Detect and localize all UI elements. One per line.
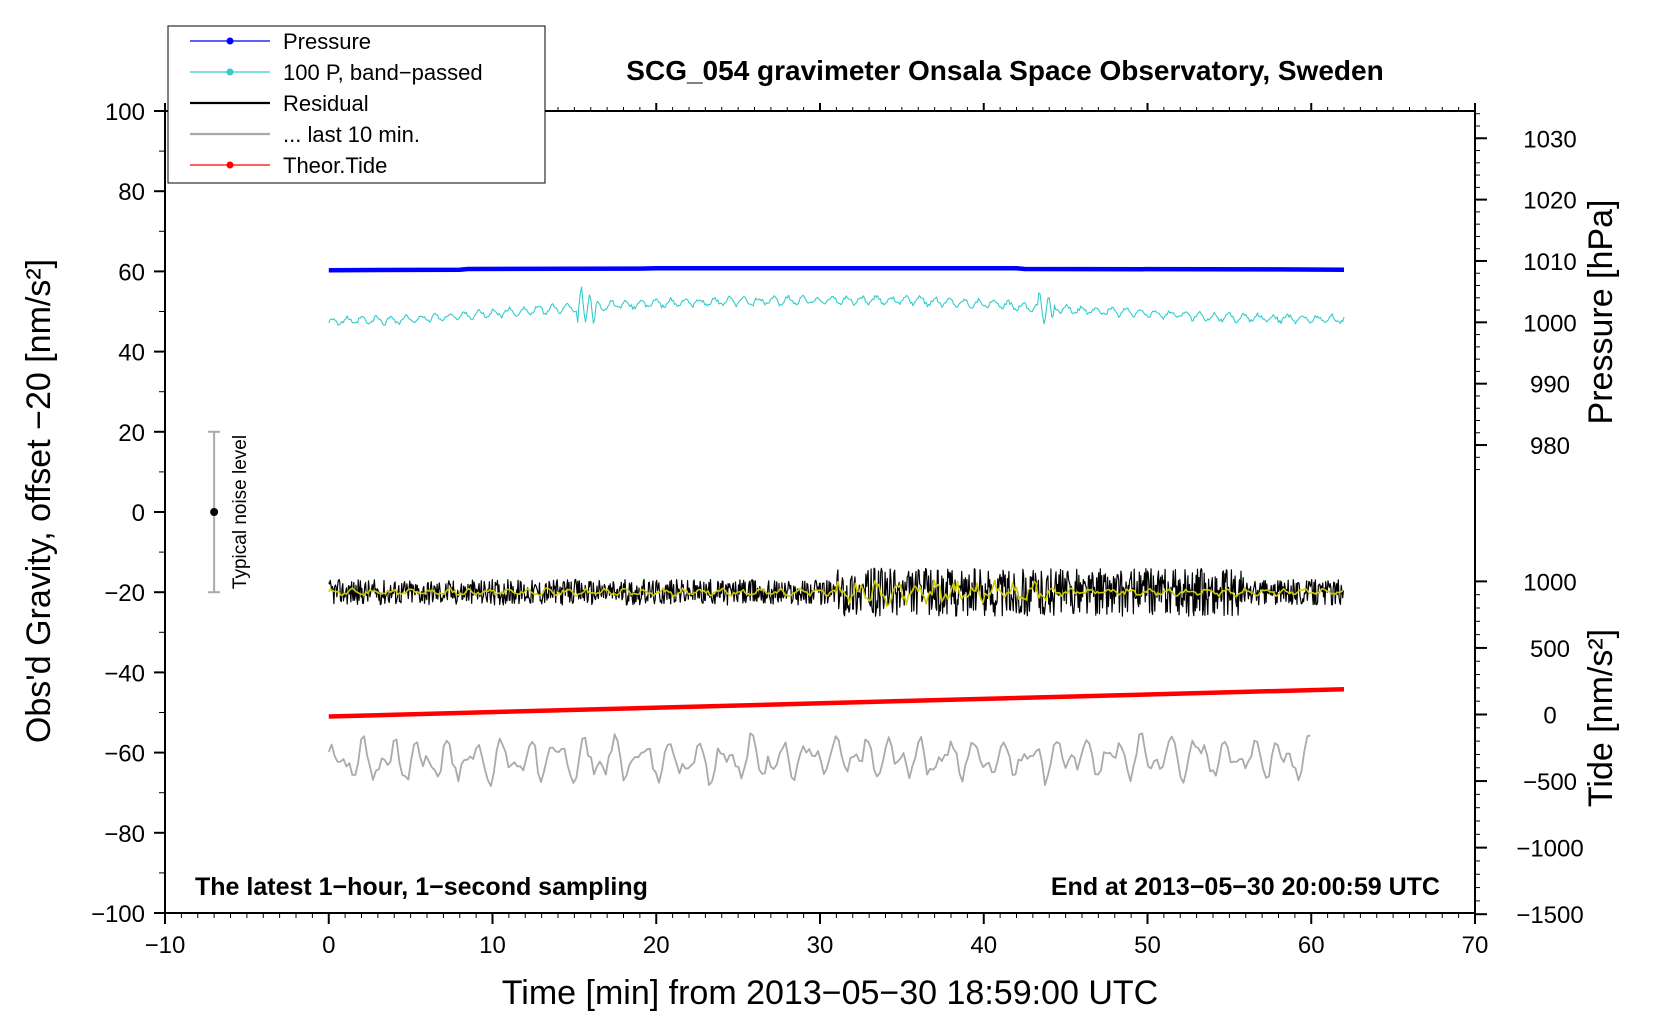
pressure-tick-label: 990 <box>1530 372 1570 399</box>
legend-label: Pressure <box>283 29 371 54</box>
tide-tick-label: 1000 <box>1523 569 1576 596</box>
tide-tick-label: 500 <box>1530 636 1570 663</box>
legend-swatch-marker <box>226 68 234 76</box>
end-time-annotation: End at 2013−05−30 20:00:59 UTC <box>1051 873 1440 901</box>
pressure-tick-label: 1020 <box>1523 188 1576 215</box>
legend-label: Residual <box>283 91 369 116</box>
x-tick-label: 60 <box>1298 932 1325 959</box>
x-tick-label: −10 <box>145 932 186 959</box>
tide-tick-label: −1000 <box>1516 836 1583 863</box>
x-tick-label: 70 <box>1462 932 1489 959</box>
tide-tick-label: −500 <box>1523 769 1577 796</box>
x-tick-label: 20 <box>643 932 670 959</box>
tide-tick-label: 0 <box>1543 703 1556 730</box>
tide-line <box>328 686 1345 719</box>
last-10-min-line <box>327 732 1311 787</box>
noise-bar-center-dot <box>210 508 219 516</box>
tick-layer: −10 0 10 20 30 40 50 60 70100806040200−20−40−60−… <box>91 99 1584 959</box>
x-tick-label: 10 <box>479 932 506 959</box>
legend-label: Theor.Tide <box>283 153 387 178</box>
legend-label: 100 P, band−passed <box>283 60 483 85</box>
series-layer <box>327 265 1345 787</box>
axes-frame <box>164 110 1476 914</box>
plot-frame <box>164 110 1476 914</box>
x-tick-label: 50 <box>1134 932 1161 959</box>
y-tick-label: −60 <box>104 741 145 768</box>
left-y-axis-title: Obs'd Gravity, offset −20 [nm/s²] <box>20 259 58 743</box>
y-tick-label: −80 <box>104 821 145 848</box>
y-tick-label: −100 <box>91 901 145 928</box>
y-tick-label: 40 <box>118 340 145 367</box>
y-tick-label: 0 <box>132 500 145 527</box>
x-tick-label: 0 <box>322 932 335 959</box>
band-passed-pressure-line <box>328 286 1345 326</box>
tide-tick-label: −1500 <box>1516 902 1583 929</box>
pressure-tick-label: 1010 <box>1523 249 1576 276</box>
sampling-annotation: The latest 1−hour, 1−second sampling <box>195 873 648 901</box>
y-tick-label: 80 <box>118 179 145 206</box>
pressure-tick-label: 1030 <box>1523 126 1576 153</box>
legend-swatch-marker <box>226 161 234 169</box>
residual-smoothed-line <box>328 579 1344 607</box>
x-tick-label: 40 <box>970 932 997 959</box>
pressure-line <box>328 265 1345 273</box>
noise-bar-label: Typical noise level <box>230 435 251 589</box>
pressure-tick-label: 1000 <box>1523 310 1576 337</box>
pressure-axis-title: Pressure [hPa] <box>1582 200 1620 425</box>
y-tick-label: 20 <box>118 420 145 447</box>
tide-axis-title: Tide [nm/s²] <box>1582 629 1620 807</box>
pressure-tick-label: 980 <box>1530 433 1570 460</box>
chart-title: SCG_054 gravimeter Onsala Space Observat… <box>626 55 1383 86</box>
y-tick-label: −40 <box>104 660 145 687</box>
legend-label: ... last 10 min. <box>283 122 420 147</box>
legend: Pressure 100 P, band−passed Residual ... la… <box>167 25 546 184</box>
noise-bar-group: Typical noise level <box>208 430 251 594</box>
y-tick-label: −20 <box>104 580 145 607</box>
y-tick-label: 100 <box>105 99 145 126</box>
legend-box <box>167 25 546 184</box>
y-tick-label: 60 <box>118 259 145 286</box>
x-tick-label: 30 <box>807 932 834 959</box>
legend-swatch-marker <box>226 37 234 45</box>
x-axis-title: Time [min] from 2013−05−30 18:59:00 UTC <box>502 974 1158 1012</box>
